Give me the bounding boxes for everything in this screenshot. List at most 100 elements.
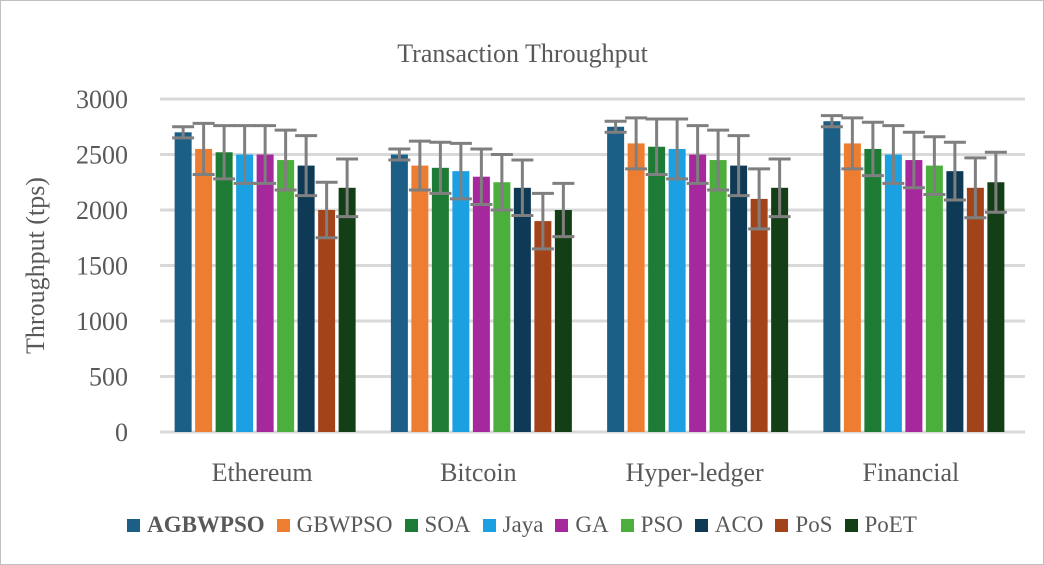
bar-aco-ethereum: [297, 165, 315, 432]
error-bars: [172, 114, 1007, 251]
legend-label: ACO: [714, 512, 764, 537]
legend-label: GBWPSO: [296, 512, 393, 537]
error-bar-soa-ethereum: [213, 124, 236, 181]
legend-item-soa: SOA: [404, 512, 471, 538]
bar-pos-financial: [966, 187, 984, 432]
x-axis-ticks: Ethereum Bitcoin Hyper-ledger Financial: [212, 458, 960, 487]
error-bar-agbwpso-financial: [820, 114, 843, 129]
y-tick-label: 2000: [76, 196, 128, 225]
error-bar-jaya-ethereum: [233, 124, 256, 185]
error-bar-aco-hyper-ledger: [727, 134, 750, 198]
error-bar-ga-financial: [902, 130, 925, 190]
legend-swatch: [620, 518, 634, 532]
error-bar-pos-bitcoin: [531, 191, 554, 251]
error-bar-poet-financial: [984, 150, 1007, 214]
legend-label: PoS: [795, 512, 833, 537]
bar-gbwpso-hyper-ledger: [627, 143, 645, 432]
error-bar-soa-hyper-ledger: [645, 117, 668, 176]
x-tick-label: Ethereum: [212, 458, 313, 487]
error-bar-gbwpso-bitcoin: [408, 139, 431, 192]
bar-poet-financial: [987, 182, 1005, 432]
legend-item-poet: PoET: [844, 512, 917, 538]
legend-label: Jaya: [502, 512, 544, 537]
legend-swatch: [775, 518, 789, 532]
bar-pos-hyper-ledger: [750, 198, 768, 432]
error-bar-jaya-financial: [882, 124, 905, 185]
legend-item-pso: PSO: [620, 512, 683, 538]
chart-title: Transaction Throughput: [397, 39, 648, 68]
error-bar-aco-financial: [943, 140, 966, 202]
error-bar-aco-bitcoin: [511, 158, 534, 218]
bar-agbwpso-bitcoin: [390, 154, 408, 432]
bar-jaya-hyper-ledger: [668, 148, 686, 432]
legend-swatch: [555, 518, 569, 532]
error-bar-ga-hyper-ledger: [686, 124, 709, 185]
legend-swatch: [276, 518, 290, 532]
error-bar-gbwpso-hyper-ledger: [625, 116, 648, 171]
bar-poet-hyper-ledger: [771, 187, 789, 432]
bar-gbwpso-financial: [843, 143, 861, 432]
bar-poet-ethereum: [338, 187, 356, 432]
bar-jaya-ethereum: [236, 154, 254, 432]
y-tick-label: 3000: [76, 85, 128, 114]
error-bar-agbwpso-bitcoin: [388, 147, 411, 162]
bar-gbwpso-bitcoin: [411, 165, 429, 432]
bar-soa-bitcoin: [431, 167, 449, 432]
bar-soa-financial: [864, 148, 882, 432]
error-bar-pos-hyper-ledger: [748, 167, 771, 231]
legend-label: AGBWPSO: [147, 512, 265, 537]
y-axis-ticks: 0 500 1000 1500 2000 2500 3000: [76, 85, 128, 447]
chart-canvas: Transaction Throughput Throughput (tps) …: [21, 39, 1025, 487]
bar-soa-hyper-ledger: [648, 146, 666, 433]
bar-jaya-financial: [884, 154, 902, 432]
legend-item-pos: PoS: [775, 512, 833, 538]
legend-swatch: [694, 518, 708, 532]
error-bar-jaya-hyper-ledger: [666, 117, 689, 181]
bar-pso-financial: [925, 165, 943, 432]
legend-item-ga: GA: [555, 512, 609, 538]
bar-aco-financial: [946, 171, 964, 432]
bar-ga-bitcoin: [472, 176, 490, 432]
error-bar-poet-ethereum: [336, 157, 359, 219]
bar-gbwpso-ethereum: [195, 148, 213, 432]
error-bar-gbwpso-financial: [841, 116, 864, 171]
error-bar-ga-bitcoin: [470, 147, 493, 206]
x-tick-label: Bitcoin: [440, 458, 517, 487]
error-bar-gbwpso-ethereum: [192, 121, 215, 176]
legend-label: PoET: [864, 512, 917, 537]
error-bar-aco-ethereum: [295, 134, 318, 198]
error-bar-ga-ethereum: [254, 124, 277, 185]
error-bar-soa-bitcoin: [429, 140, 452, 195]
legend-swatch: [844, 518, 858, 532]
legend-item-jaya: Jaya: [482, 512, 544, 538]
error-bar-poet-bitcoin: [552, 181, 575, 239]
error-bar-soa-financial: [861, 120, 884, 178]
error-bar-pos-ethereum: [315, 180, 338, 240]
error-bar-agbwpso-hyper-ledger: [604, 119, 627, 134]
bar-pso-ethereum: [277, 160, 295, 433]
legend-item-aco: ACO: [694, 512, 764, 538]
legend-item-gbwpso: GBWPSO: [276, 512, 393, 538]
error-bar-pso-hyper-ledger: [707, 128, 730, 192]
error-bar-pso-ethereum: [274, 128, 297, 192]
bar-ga-financial: [905, 160, 923, 433]
bar-soa-ethereum: [215, 152, 233, 432]
x-tick-label: Hyper-ledger: [626, 458, 764, 487]
error-bar-poet-hyper-ledger: [768, 157, 791, 219]
x-tick-label: Financial: [862, 458, 959, 487]
y-tick-label: 1500: [76, 252, 128, 281]
bar-aco-hyper-ledger: [730, 165, 748, 432]
legend-label: GA: [575, 512, 609, 537]
bar-pso-bitcoin: [493, 182, 511, 432]
y-tick-label: 2500: [76, 141, 128, 170]
y-axis-label: Throughput (tps): [21, 177, 50, 354]
bar-agbwpso-financial: [823, 121, 841, 432]
y-tick-label: 1000: [76, 307, 128, 336]
error-bar-pos-financial: [964, 156, 987, 220]
error-bar-agbwpso-ethereum: [172, 125, 195, 140]
error-bar-jaya-bitcoin: [449, 141, 472, 201]
legend-swatch: [404, 518, 418, 532]
legend-item-agbwpso: AGBWPSO: [127, 512, 265, 538]
legend-label: SOA: [424, 512, 471, 537]
y-tick-label: 500: [89, 363, 128, 392]
